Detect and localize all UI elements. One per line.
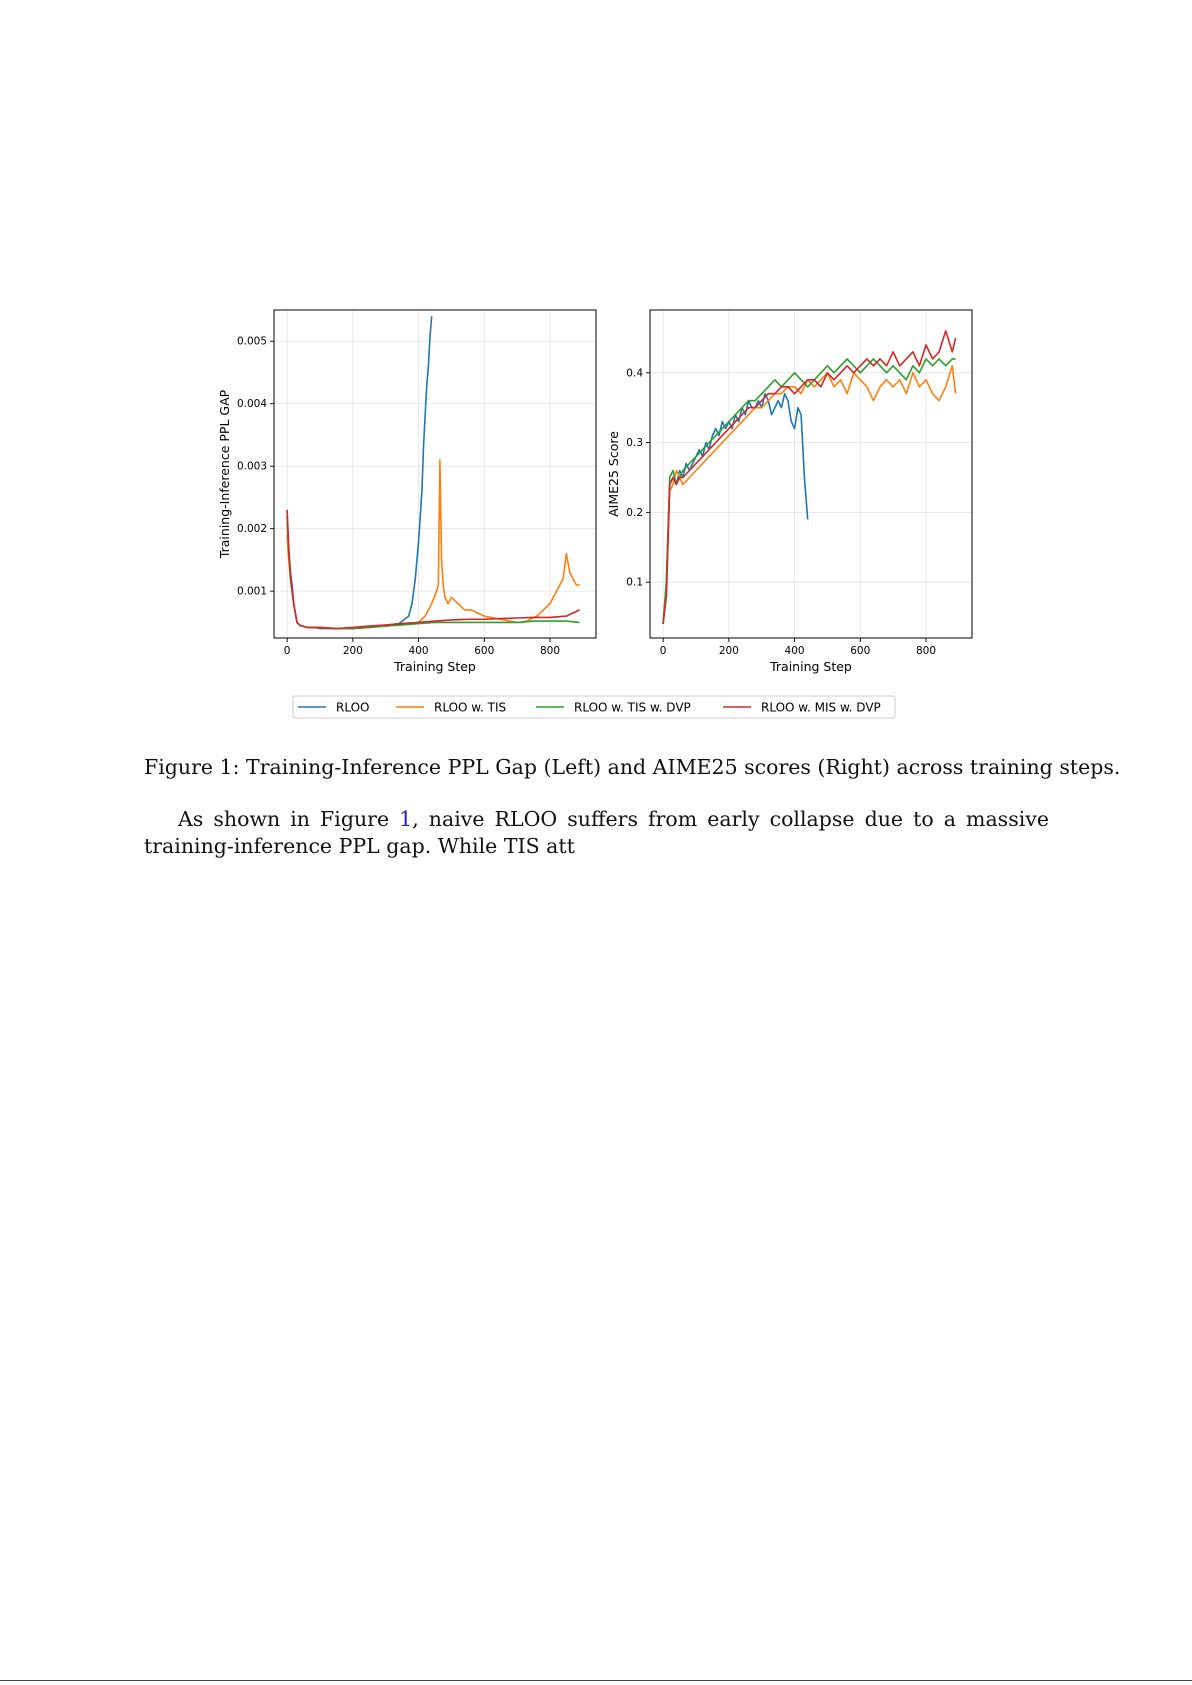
legend-label-2: RLOO w. TIS w. DVP [574, 701, 691, 715]
chart-ppl-gap: 0 200 400 600 800 0.001 0.002 0.003 0.004 0.005 Tr… [217, 309, 597, 674]
left-x-axis-label: Training Step [393, 659, 476, 674]
left-series-rloo-w-mis-w-dvp [286, 509, 580, 630]
right-xtick-label-0: 0 [660, 645, 667, 657]
legend: RLOO RLOO w. TIS RLOO w. TIS w. DVP RLOO w.… [292, 695, 896, 719]
right-x-axis-label: Training Step [769, 659, 852, 674]
right-xtick-label-2: 400 [785, 645, 805, 657]
left-xtick-label-4: 800 [540, 645, 560, 657]
right-series-rloo-w-mis-w-dvp [662, 330, 957, 625]
left-series-rloo-w-tis-w-dvp [286, 522, 580, 630]
body-paragraph: As shown in Figure 1, naive RLOO suffers… [144, 806, 1049, 860]
chart-aime25-score: 0 200 400 600 800 0.1 0.2 0.3 0.4 Training Step AI… [606, 309, 973, 674]
left-ytick-label-0: 0.001 [237, 586, 267, 598]
legend-label-3: RLOO w. MIS w. DVP [761, 701, 881, 715]
legend-box [292, 695, 896, 719]
left-series-rloo [286, 316, 433, 630]
paragraph-text-end: , naive RLOO suffers from early collapse… [144, 807, 1049, 858]
left-ytick-label-1: 0.002 [237, 523, 267, 535]
right-xtick-label-3: 600 [850, 645, 870, 657]
right-ytick-label-3: 0.4 [626, 367, 643, 379]
figure-caption: Figure 1: Training-Inference PPL Gap (Le… [144, 755, 1121, 779]
paragraph-text-start: As shown in Figure [178, 807, 400, 831]
right-xtick-label-1: 200 [719, 645, 739, 657]
right-ytick-label-0: 0.1 [626, 577, 643, 589]
right-plot-frame [649, 309, 973, 639]
left-y-axis-label: Training-Inference PPL GAP [217, 389, 232, 559]
left-xtick-label-0: 0 [284, 645, 291, 657]
left-ytick-label-4: 0.005 [237, 336, 267, 348]
right-ytick-label-2: 0.3 [626, 437, 643, 449]
figure-1: 0 200 400 600 800 0.001 0.002 0.003 0.004 0.005 Tr… [217, 309, 973, 719]
right-y-axis-label: AIME25 Score [606, 431, 621, 517]
left-xtick-label-2: 400 [409, 645, 429, 657]
left-xtick-label-3: 600 [474, 645, 494, 657]
left-ytick-label-3: 0.004 [237, 398, 267, 410]
left-plot-frame [273, 309, 597, 639]
left-series-rloo-w-tis [286, 459, 580, 630]
figure-reference-link[interactable]: 1 [399, 807, 413, 831]
legend-label-0: RLOO [336, 701, 370, 715]
page-bottom-rule [0, 1680, 1192, 1681]
left-ytick-label-2: 0.003 [237, 461, 267, 473]
right-ytick-label-1: 0.2 [626, 507, 643, 519]
right-series-rloo-w-tis [662, 365, 957, 625]
right-series-rloo-w-tis-w-dvp [662, 358, 956, 625]
right-xtick-label-4: 800 [916, 645, 936, 657]
left-xtick-label-1: 200 [343, 645, 363, 657]
legend-label-1: RLOO w. TIS [434, 701, 506, 715]
